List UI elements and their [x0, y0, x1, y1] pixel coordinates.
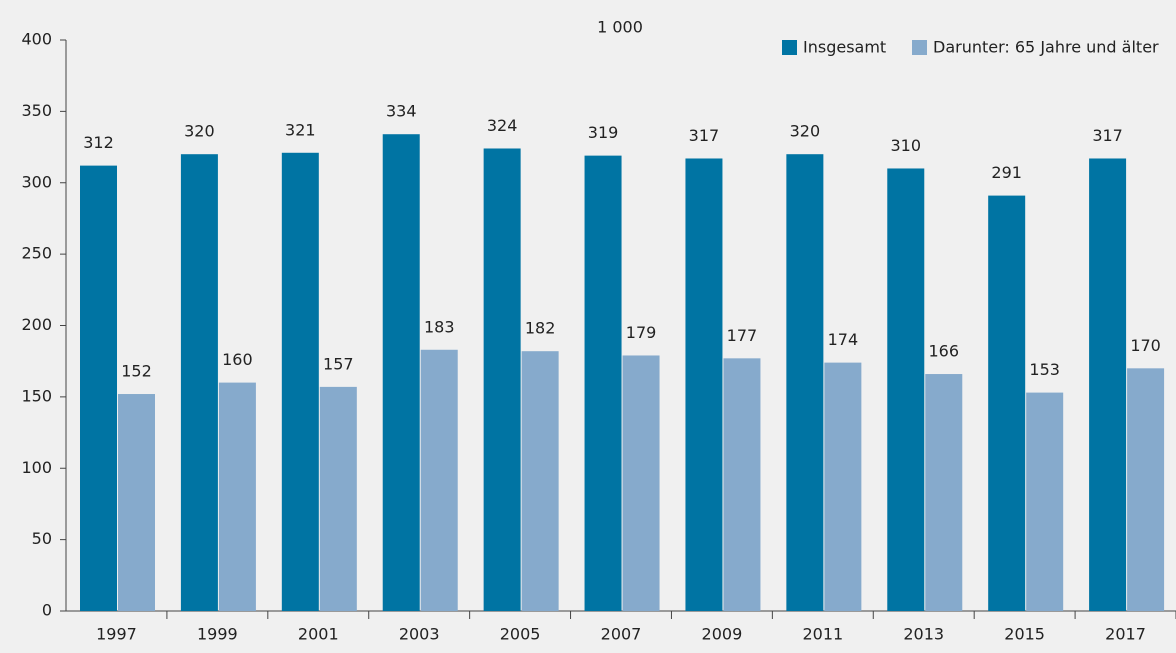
- x-tick-label: 2005: [500, 625, 541, 644]
- value-label: 177: [727, 326, 758, 345]
- bar: [723, 358, 761, 611]
- x-tick-label: 2017: [1105, 625, 1146, 644]
- x-tick-label: 2009: [702, 625, 743, 644]
- bar: [824, 362, 862, 611]
- bar: [1127, 368, 1165, 611]
- value-label: 319: [588, 123, 619, 142]
- bar: [420, 349, 458, 611]
- y-tick-label: 300: [21, 172, 52, 191]
- bar: [685, 158, 723, 612]
- bar: [584, 155, 622, 611]
- y-tick-label: 100: [21, 458, 52, 477]
- x-tick-label: 2001: [298, 625, 339, 644]
- bar: [218, 382, 256, 611]
- y-tick-label: 350: [21, 101, 52, 120]
- value-label: 317: [689, 126, 720, 145]
- value-label: 312: [83, 133, 114, 152]
- value-label: 317: [1092, 126, 1123, 145]
- value-label: 153: [1029, 360, 1060, 379]
- y-tick-label: 150: [21, 386, 52, 405]
- value-label: 179: [626, 323, 657, 342]
- bar: [1089, 158, 1127, 612]
- bar: [925, 374, 963, 611]
- x-tick-label: 1997: [96, 625, 137, 644]
- value-label: 160: [222, 350, 253, 369]
- value-label: 166: [928, 342, 959, 361]
- value-label: 170: [1130, 336, 1161, 355]
- x-tick-label: 2007: [601, 625, 642, 644]
- bar: [988, 195, 1026, 611]
- y-tick-label: 400: [21, 30, 52, 49]
- y-tick-label: 50: [32, 529, 52, 548]
- bar: [281, 152, 319, 611]
- bar: [80, 165, 117, 611]
- bar: [483, 148, 521, 612]
- value-label: 174: [828, 330, 859, 349]
- y-tick-label: 250: [21, 244, 52, 263]
- legend-swatch: [912, 40, 927, 55]
- legend-swatch: [782, 40, 797, 55]
- x-tick-label: 2011: [802, 625, 843, 644]
- bar: [1026, 392, 1064, 611]
- bar: [887, 168, 925, 611]
- bar: [786, 154, 824, 611]
- value-label: 310: [890, 136, 921, 155]
- bar: [382, 134, 420, 611]
- x-tick-label: 2015: [1004, 625, 1045, 644]
- value-label: 182: [525, 319, 556, 338]
- y-tick-label: 0: [42, 601, 52, 620]
- x-tick-label: 2003: [399, 625, 440, 644]
- legend-label: Insgesamt: [803, 38, 886, 57]
- bar: [180, 154, 218, 611]
- x-tick-label: 1999: [197, 625, 238, 644]
- value-label: 291: [991, 163, 1022, 182]
- bar: [622, 355, 660, 611]
- value-label: 334: [386, 102, 417, 121]
- legend-label: Darunter: 65 Jahre und älter: [933, 38, 1159, 57]
- value-label: 320: [790, 122, 821, 141]
- value-label: 320: [184, 122, 215, 141]
- unit-label: 1 000: [597, 18, 643, 37]
- bar: [319, 386, 357, 611]
- bar: [118, 394, 155, 611]
- x-tick-label: 2013: [903, 625, 944, 644]
- value-label: 321: [285, 120, 316, 139]
- bar: [521, 351, 559, 611]
- value-label: 157: [323, 354, 354, 373]
- y-tick-label: 200: [21, 315, 52, 334]
- value-label: 324: [487, 116, 518, 135]
- value-label: 152: [121, 362, 152, 381]
- value-label: 183: [424, 317, 455, 336]
